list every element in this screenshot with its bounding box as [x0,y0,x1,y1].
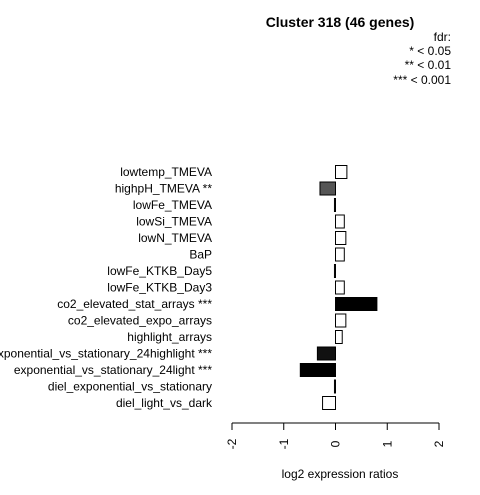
bar [319,181,337,196]
bar [335,297,378,311]
x-tick-label: 1 [380,440,394,447]
legend: fdr: * < 0.05 ** < 0.01 *** < 0.001 [393,30,451,87]
bar [322,396,336,410]
category-label: co2_elevated_stat_arrays *** [57,297,212,311]
category-label: exponential_vs_stationary_24light *** [14,363,212,377]
x-axis-label: log2 expression ratios [282,467,399,481]
category-label: lowSi_TMEVA [136,215,212,229]
bars [299,165,378,410]
bar [335,165,348,179]
bar [333,379,336,394]
bar [335,231,347,245]
category-labels: lowtemp_TMEVA highpH_TMEVA ** lowFe_TMEVAl… [0,165,213,410]
legend-entry-3: *** < 0.001 [393,73,451,87]
x-tick-label: 2 [432,440,446,447]
bar [299,363,336,377]
category-label: lowFe_KTKB_Day3 [107,281,212,295]
category-label: highpH_TMEVA ** [115,182,212,196]
x-axis: -2 -1 0 1 2 [225,422,446,449]
chart-title: Cluster 318 (46 genes) [266,14,415,30]
legend-entry-1: * < 0.05 [409,44,451,58]
bar [335,247,345,262]
x-tick-label: -2 [225,438,239,449]
x-tick-label: -1 [277,438,291,449]
category-label: co2_elevated_expo_arrays [68,314,212,328]
category-label: diel_exponential_vs_stationary [48,380,212,394]
legend-entry-2: ** < 0.01 [405,58,452,72]
legend-title: fdr: [434,30,451,44]
category-label: lowtemp_TMEVA [120,165,212,179]
bar [335,214,345,229]
bar [335,313,347,328]
x-tick-label: 0 [329,440,343,447]
category-label: highlight_arrays [127,330,212,344]
category-label: BaP [189,248,212,262]
bar [316,346,337,361]
category-label: lowFe_KTKB_Day5 [107,264,212,278]
category-label: exponential_vs_stationary_24highlight **… [0,347,212,361]
bar [335,330,343,344]
bar [333,198,336,212]
bar [333,264,336,278]
category-label: lowFe_TMEVA [133,198,212,212]
bar [335,280,345,295]
category-label: lowN_TMEVA [138,231,212,245]
category-label: diel_light_vs_dark [116,396,213,410]
